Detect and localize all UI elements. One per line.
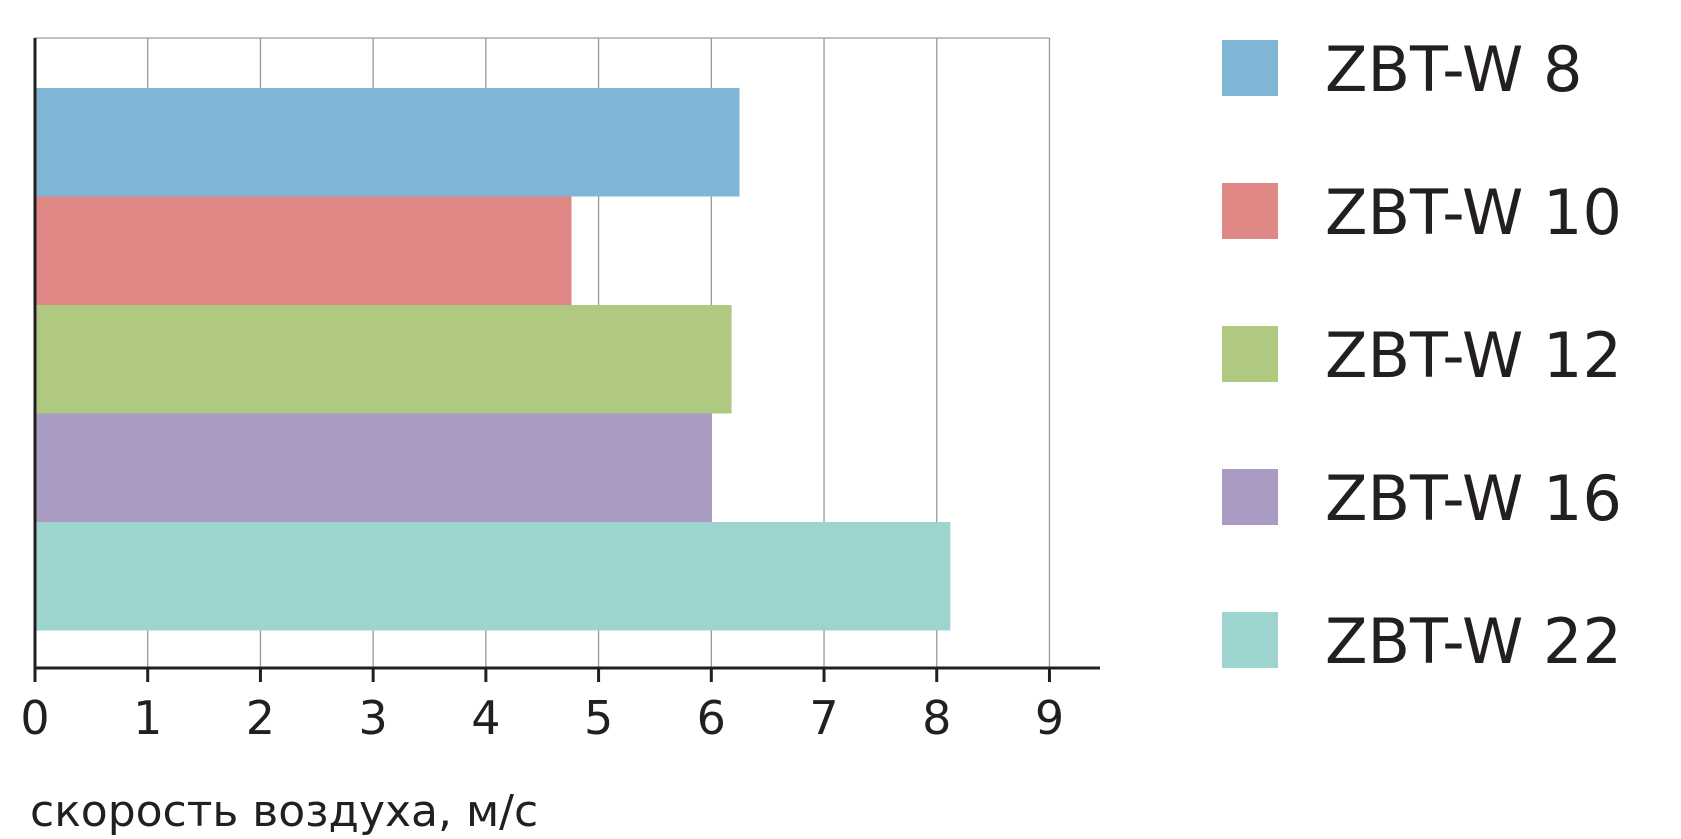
bars — [35, 88, 951, 631]
x-tick-label: 4 — [471, 691, 500, 745]
axes — [33, 38, 1100, 670]
bar — [35, 305, 732, 414]
legend-swatch — [1222, 469, 1278, 525]
x-axis-title: скорость воздуха, м/с — [30, 786, 538, 837]
bar — [35, 413, 712, 522]
bar — [35, 88, 740, 197]
legend-label: ZBT-W 12 — [1325, 319, 1622, 392]
legend-label: ZBT-W 10 — [1325, 176, 1622, 249]
legend-swatch — [1222, 612, 1278, 668]
x-tick-label: 1 — [133, 691, 162, 745]
x-tick-label: 3 — [359, 691, 388, 745]
legend-label: ZBT-W 16 — [1325, 462, 1622, 535]
x-tick-label: 7 — [809, 691, 838, 745]
x-tick-label: 9 — [1035, 691, 1064, 745]
x-axis-ticks: 0 1 2 3 4 5 6 7 8 9 — [20, 668, 1064, 745]
bar — [35, 522, 951, 631]
legend-label: ZBT-W 8 — [1325, 33, 1583, 106]
bar — [35, 196, 572, 305]
x-tick-label: 5 — [584, 691, 613, 745]
x-tick-label: 0 — [20, 691, 49, 745]
legend-swatch — [1222, 326, 1278, 382]
legend-label: ZBT-W 22 — [1325, 605, 1622, 678]
legend: ZBT-W 8 ZBT-W 10 ZBT-W 12 ZBT-W 16 ZBT-W 22 — [1222, 33, 1622, 678]
x-tick-label: 2 — [246, 691, 275, 745]
legend-swatch — [1222, 183, 1278, 239]
x-tick-label: 6 — [697, 691, 726, 745]
x-tick-label: 8 — [922, 691, 951, 745]
legend-swatch — [1222, 40, 1278, 96]
